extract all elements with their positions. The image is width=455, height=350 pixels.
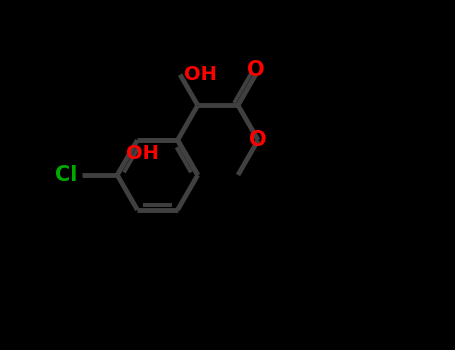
- Text: O: O: [247, 61, 264, 80]
- Text: O: O: [249, 130, 267, 150]
- Text: OH: OH: [126, 144, 159, 163]
- Text: OH: OH: [184, 65, 217, 84]
- Text: Cl: Cl: [55, 165, 78, 185]
